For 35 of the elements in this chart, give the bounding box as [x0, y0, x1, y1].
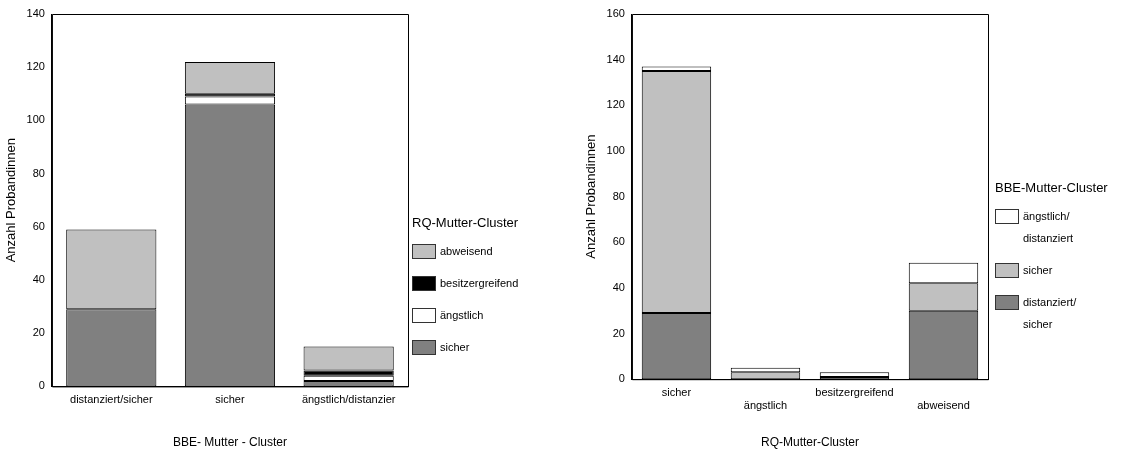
legend-label: besitzergreifend	[440, 276, 520, 291]
y-tick-label: 60	[32, 219, 45, 232]
y-axis-title: Anzahl Probandinnen	[3, 138, 19, 263]
y-tick-label: 120	[606, 98, 625, 111]
y-tick-label: 0	[38, 379, 45, 392]
x-tick-label: sicher	[215, 393, 245, 406]
x-axis-title: BBE- Mutter - Cluster	[172, 435, 287, 450]
y-tick-label: 80	[612, 189, 625, 202]
x-tick-label: distanziert/sicher	[70, 393, 153, 406]
legend-label: distanziert/sicher	[1023, 295, 1078, 332]
x-axis-title: RQ-Mutter-Cluster	[760, 435, 859, 450]
y-tick-label: 160	[606, 7, 625, 20]
legend-title: BBE-Mutter-Cluster	[995, 180, 1109, 195]
y-tick-label: 80	[32, 166, 45, 179]
x-tick-label: abweisend	[917, 399, 970, 412]
legend-label: sicher	[1023, 263, 1054, 278]
y-axis-title: Anzahl Probandinnen	[583, 134, 599, 259]
y-tick-label: 20	[32, 326, 45, 339]
y-tick-label: 20	[612, 326, 625, 339]
legend-title: RQ-Mutter-Cluster	[412, 215, 520, 230]
y-tick-label: 140	[26, 7, 45, 20]
legend-label: abweisend	[440, 244, 494, 259]
text: ängstlich	[440, 308, 485, 323]
x-tick-label: ängstlich	[743, 399, 788, 412]
y-tick-label: 40	[612, 280, 625, 293]
y-tick-label: 0	[618, 372, 625, 385]
legend-label: sicher	[440, 340, 471, 355]
y-tick-label: 140	[606, 52, 625, 65]
y-tick-label: 100	[606, 143, 625, 156]
text: ängstlich/distanziert	[1023, 209, 1075, 246]
y-tick-label: 60	[612, 235, 625, 248]
y-tick-label: 40	[32, 273, 45, 286]
x-tick-label: ängstlich/distanzier	[301, 393, 396, 406]
y-tick-label: 120	[26, 60, 45, 73]
y-tick-label: 100	[26, 113, 45, 126]
